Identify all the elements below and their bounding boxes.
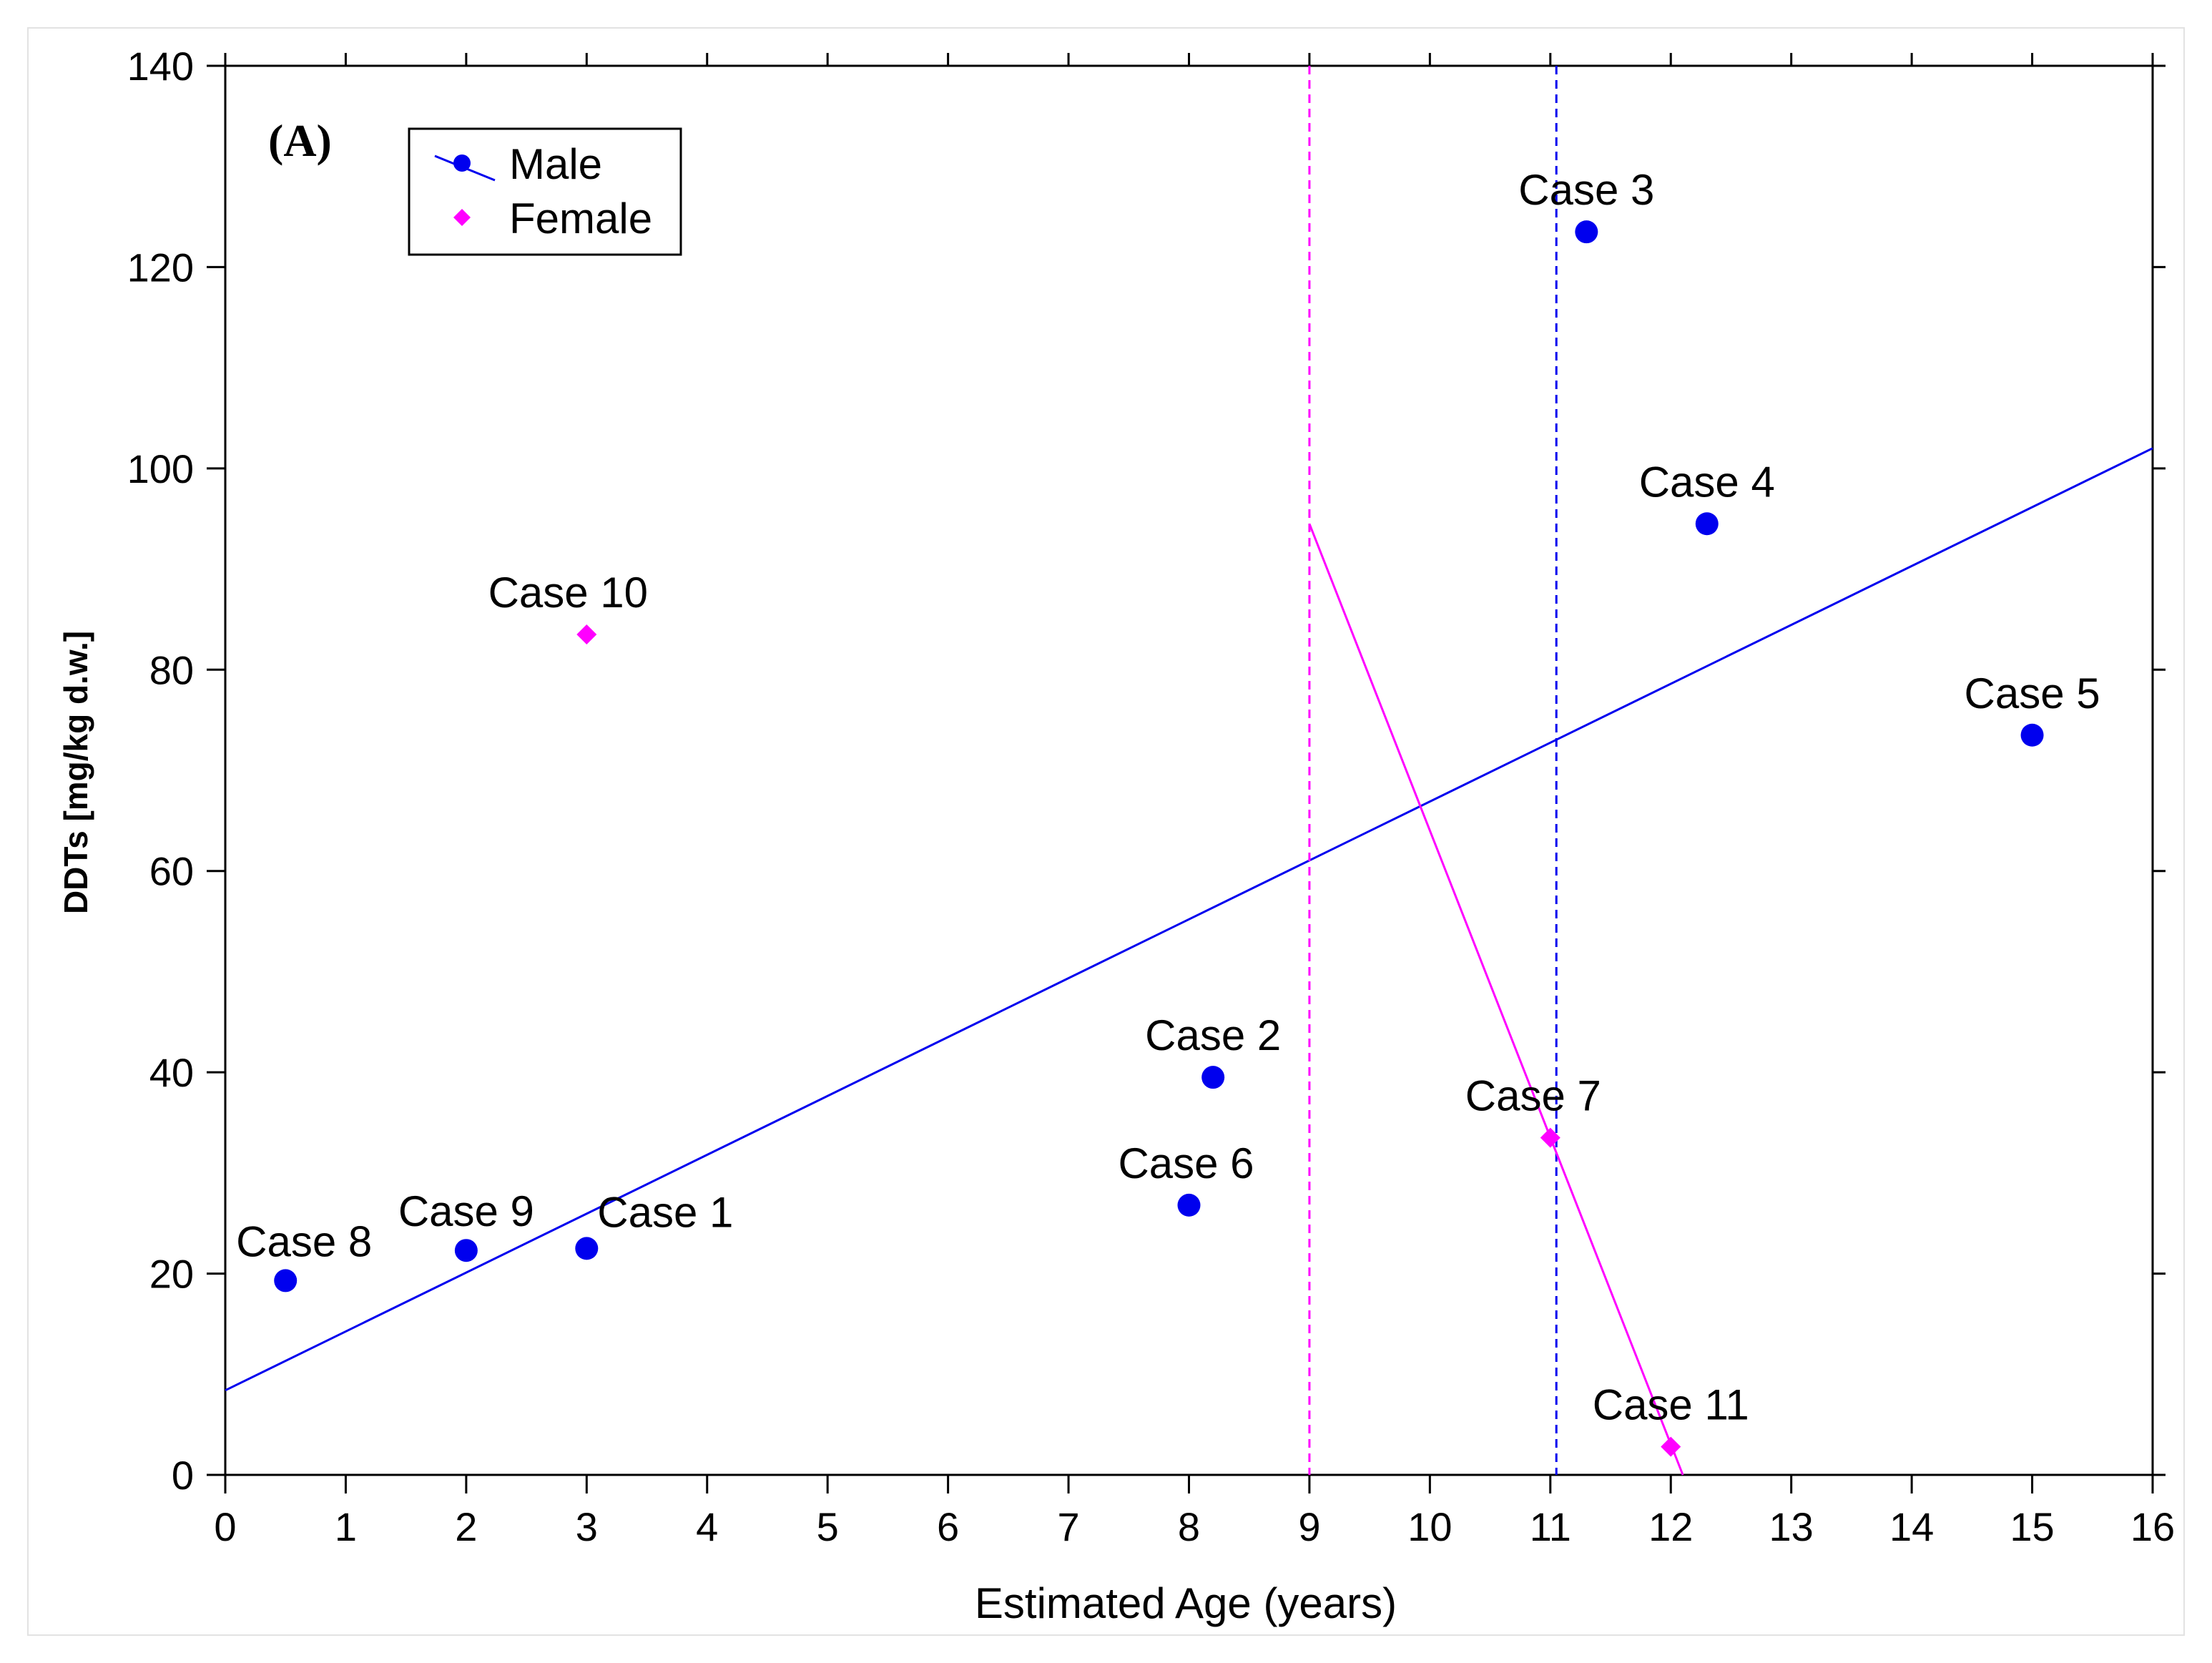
panel-label: (A) — [268, 115, 332, 166]
point-case-6 — [1177, 1193, 1201, 1217]
data-label: Case 8 — [236, 1217, 372, 1265]
x-tick-label: 4 — [696, 1504, 718, 1549]
y-tick-label: 60 — [149, 849, 194, 894]
point-case-7 — [1540, 1127, 1560, 1148]
y-tick-label: 140 — [127, 44, 194, 89]
y-tick-label: 120 — [127, 245, 194, 290]
x-tick-label: 8 — [1178, 1504, 1200, 1549]
x-tick-label: 3 — [576, 1504, 598, 1549]
x-tick-label: 11 — [1530, 1504, 1571, 1549]
y-tick-label: 100 — [127, 446, 194, 491]
x-tick-label: 5 — [817, 1504, 839, 1549]
x-tick-label: 9 — [1298, 1504, 1320, 1549]
legend-male-label: Male — [509, 140, 602, 188]
point-case-8 — [274, 1269, 298, 1292]
x-tick-label: 16 — [2130, 1504, 2175, 1549]
x-tick-label: 12 — [1648, 1504, 1693, 1549]
female-fit-line — [1308, 523, 1684, 1476]
data-label: Case 4 — [1639, 458, 1775, 506]
point-case-9 — [454, 1239, 478, 1262]
y-tick-label: 80 — [149, 647, 194, 692]
data-label: Case 3 — [1518, 166, 1654, 214]
data-label: Case 6 — [1118, 1139, 1254, 1187]
data-label: Case 1 — [597, 1188, 733, 1236]
x-tick-label: 0 — [214, 1504, 236, 1549]
x-tick-label: 15 — [2010, 1504, 2054, 1549]
point-case-3 — [1575, 220, 1598, 244]
legend-female-marker — [453, 209, 471, 226]
point-case-2 — [1201, 1066, 1225, 1089]
data-label: Case 11 — [1593, 1381, 1749, 1429]
x-tick-label: 7 — [1057, 1504, 1079, 1549]
point-case-11 — [1661, 1436, 1681, 1457]
x-tick-label: 14 — [1889, 1504, 1934, 1549]
plot-border — [224, 64, 2154, 1476]
point-case-4 — [1695, 512, 1719, 536]
y-tick-label: 40 — [149, 1050, 194, 1095]
y-tick-label: 0 — [172, 1453, 194, 1498]
data-label: Case 9 — [398, 1187, 534, 1235]
legend-box — [408, 127, 682, 256]
point-case-10 — [576, 624, 597, 645]
male-fit-line — [225, 447, 2153, 1392]
data-label: Case 5 — [1965, 669, 2100, 717]
point-case-1 — [575, 1237, 599, 1260]
data-label: Case 2 — [1145, 1011, 1281, 1059]
plot-layer: 0 1 2 3 4 5 6 7 8 9 10 11 12 13 14 15 160204060801001201… — [127, 44, 2176, 1549]
x-tick-label: 1 — [335, 1504, 357, 1549]
legend-female-label: Female — [509, 195, 652, 242]
y-axis-title: DDTs [mg/kg d.w.] — [57, 631, 94, 914]
x-axis-title: Estimated Age (years) — [975, 1579, 1397, 1627]
legend: Male Female — [408, 127, 682, 256]
data-label: Case 10 — [488, 569, 648, 617]
legend-male-marker — [453, 154, 471, 172]
y-tick-label: 20 — [149, 1252, 194, 1297]
x-tick-label: 13 — [1769, 1504, 1814, 1549]
chart-frame — [27, 27, 2185, 1636]
data-label: Case 7 — [1465, 1072, 1601, 1120]
x-tick-label: 6 — [937, 1504, 959, 1549]
x-tick-label: 10 — [1407, 1504, 1452, 1549]
point-case-5 — [2020, 723, 2044, 747]
x-tick-label: 2 — [455, 1504, 477, 1549]
